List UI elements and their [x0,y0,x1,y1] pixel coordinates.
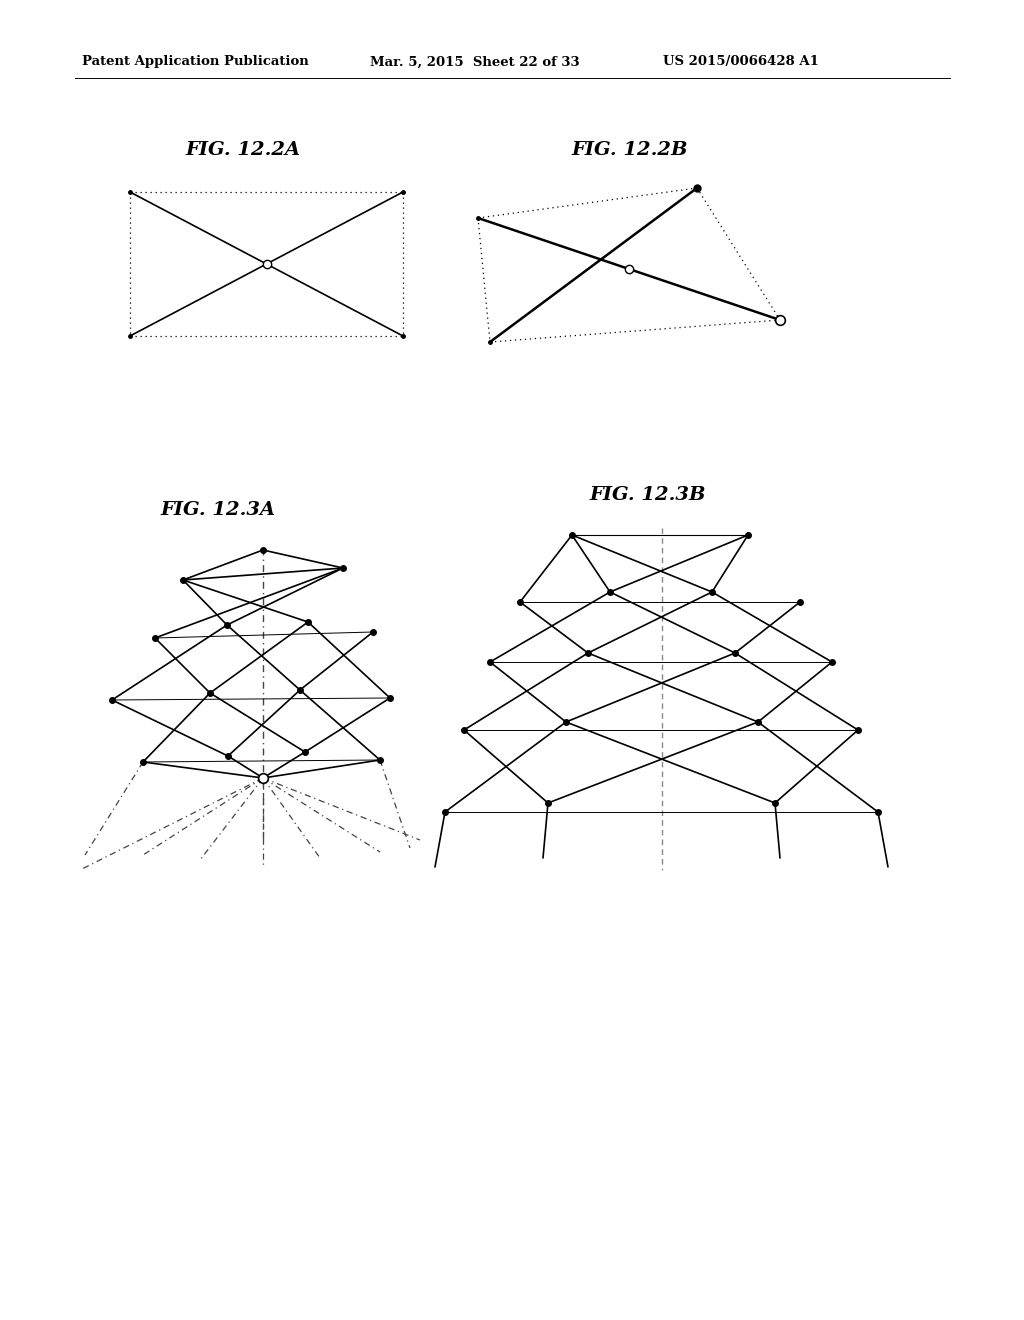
Text: FIG. 12.3A: FIG. 12.3A [161,502,275,519]
Text: Patent Application Publication: Patent Application Publication [82,55,309,69]
Text: Mar. 5, 2015  Sheet 22 of 33: Mar. 5, 2015 Sheet 22 of 33 [370,55,580,69]
Text: FIG. 12.2B: FIG. 12.2B [571,141,688,158]
Text: US 2015/0066428 A1: US 2015/0066428 A1 [663,55,819,69]
Text: FIG. 12.3B: FIG. 12.3B [590,486,707,504]
Text: FIG. 12.2A: FIG. 12.2A [185,141,301,158]
